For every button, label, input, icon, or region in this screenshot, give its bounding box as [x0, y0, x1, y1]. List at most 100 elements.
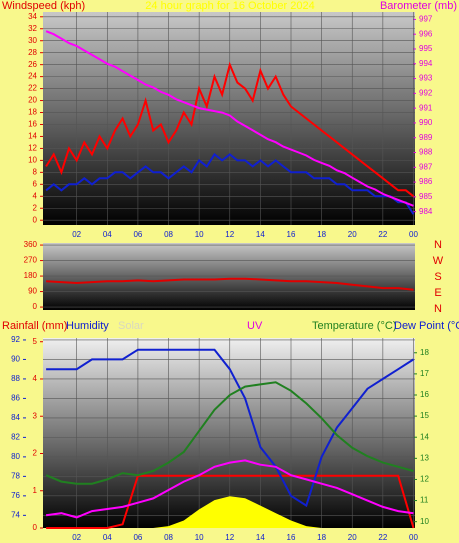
x-tick-label: 16 — [287, 230, 296, 239]
x-tick-label: 20 — [348, 533, 357, 542]
y-tick-label: 74 — [11, 510, 20, 519]
area — [46, 496, 414, 528]
y2-tick-label: 988 — [419, 148, 433, 157]
x-tick-label: 04 — [103, 230, 112, 239]
y-axis-title: Windspeed (kph) — [2, 0, 85, 12]
y-tick-label: 14 — [28, 132, 37, 141]
x-tick-label: 08 — [164, 533, 173, 542]
y-tick-label: 26 — [28, 60, 37, 69]
y2-tick-label: 992 — [419, 88, 433, 97]
compass-label: S — [434, 271, 441, 283]
y-tick-label: 180 — [24, 271, 38, 280]
y-tick-label: 8 — [33, 167, 38, 176]
x-tick-label: 22 — [378, 533, 387, 542]
y2-tick-label: 16 — [420, 390, 429, 399]
y-tick-label: 0 — [33, 302, 38, 311]
y2-tick-label: 995 — [419, 44, 433, 53]
y-tick-label: 12 — [28, 144, 37, 153]
y-tick-label: 80 — [11, 452, 20, 461]
compass-label: N — [434, 303, 442, 315]
y-tick-label: 16 — [28, 120, 37, 129]
y-tick-label: 76 — [11, 491, 20, 500]
y-tick-label: 6 — [33, 179, 38, 188]
x-tick-label: 06 — [133, 533, 142, 542]
x-tick-label: 10 — [195, 533, 204, 542]
y2-axis-title: Barometer (mb) — [380, 0, 457, 12]
x-tick-label: 16 — [287, 533, 296, 542]
y-tick-label: 0 — [33, 215, 38, 224]
y-tick-label: 22 — [28, 84, 37, 93]
y2-tick-label: 991 — [419, 103, 433, 112]
x-tick-label: 08 — [164, 230, 173, 239]
x-tick-label: 14 — [256, 230, 265, 239]
y3-tick-label: 2 — [33, 449, 38, 458]
y2-tick-label: 989 — [419, 133, 433, 142]
y-tick-label: 270 — [24, 256, 38, 265]
y-tick-label: 30 — [28, 36, 37, 45]
line — [45, 459, 414, 519]
y-tick-label: 10 — [28, 155, 37, 164]
y2-tick-label: 997 — [419, 15, 433, 24]
y2-tick-label: 18 — [420, 348, 429, 357]
y2-tick-label: 985 — [419, 192, 433, 201]
x-tick-label: 12 — [225, 230, 234, 239]
x-tick-label: 00 — [409, 533, 418, 542]
legend-solar: Solar — [118, 320, 144, 332]
y-tick-label: 90 — [28, 287, 37, 296]
y2-tick-label: 994 — [419, 59, 433, 68]
line — [45, 61, 415, 198]
y2-tick-label: 984 — [419, 207, 433, 216]
x-tick-label: 20 — [348, 230, 357, 239]
y2-tick-label: 986 — [419, 177, 433, 186]
y2-tick-label: 15 — [420, 411, 429, 420]
y2-tick-label: 996 — [419, 29, 433, 38]
y-tick-label: 32 — [28, 24, 37, 33]
y3-tick-label: 0 — [33, 523, 38, 532]
legend-humidity: Humidity — [66, 320, 109, 332]
y-tick-label: 90 — [11, 355, 20, 364]
y-tick-label: 18 — [28, 108, 37, 117]
line — [45, 152, 415, 215]
y-tick-label: 92 — [11, 335, 20, 344]
legend-dew-point: Dew Point (°C) — [394, 320, 459, 332]
y-tick-label: 84 — [11, 413, 20, 422]
legend-rainfall: Rainfall (mm) — [2, 320, 67, 332]
chart-title: 24 hour graph for 16 October 2024 — [145, 0, 314, 12]
y3-tick-label: 5 — [33, 337, 38, 346]
y-tick-label: 78 — [11, 471, 20, 480]
x-tick-label: 18 — [317, 230, 326, 239]
x-tick-label: 02 — [72, 230, 81, 239]
y3-tick-label: 1 — [33, 486, 38, 495]
y2-tick-label: 10 — [420, 517, 429, 526]
y-tick-label: 88 — [11, 374, 20, 383]
plot-area — [43, 243, 415, 310]
y2-tick-label: 13 — [420, 453, 429, 462]
y-tick-label: 34 — [28, 12, 37, 21]
y2-tick-label: 12 — [420, 475, 429, 484]
y-tick-label: 20 — [28, 96, 37, 105]
legend-uv: UV — [247, 320, 263, 332]
y2-tick-label: 990 — [419, 118, 433, 127]
line — [46, 348, 415, 508]
x-tick-label: 00 — [409, 230, 418, 239]
x-tick-label: 10 — [195, 230, 204, 239]
y-tick-label: 2 — [33, 203, 38, 212]
compass-label: N — [434, 239, 442, 251]
x-tick-label: 18 — [317, 533, 326, 542]
x-tick-label: 14 — [256, 533, 265, 542]
y-tick-label: 28 — [28, 48, 37, 57]
plot-area — [43, 12, 415, 225]
compass-label: W — [433, 255, 444, 267]
y-tick-label: 360 — [24, 240, 38, 249]
line — [45, 30, 414, 207]
line — [45, 381, 414, 485]
y2-tick-label: 993 — [419, 74, 433, 83]
line — [46, 277, 414, 291]
x-tick-label: 04 — [103, 533, 112, 542]
x-tick-label: 22 — [378, 230, 387, 239]
y-tick-label: 24 — [28, 72, 37, 81]
x-tick-label: 02 — [72, 533, 81, 542]
y2-tick-label: 14 — [420, 432, 429, 441]
y2-tick-label: 17 — [420, 369, 429, 378]
